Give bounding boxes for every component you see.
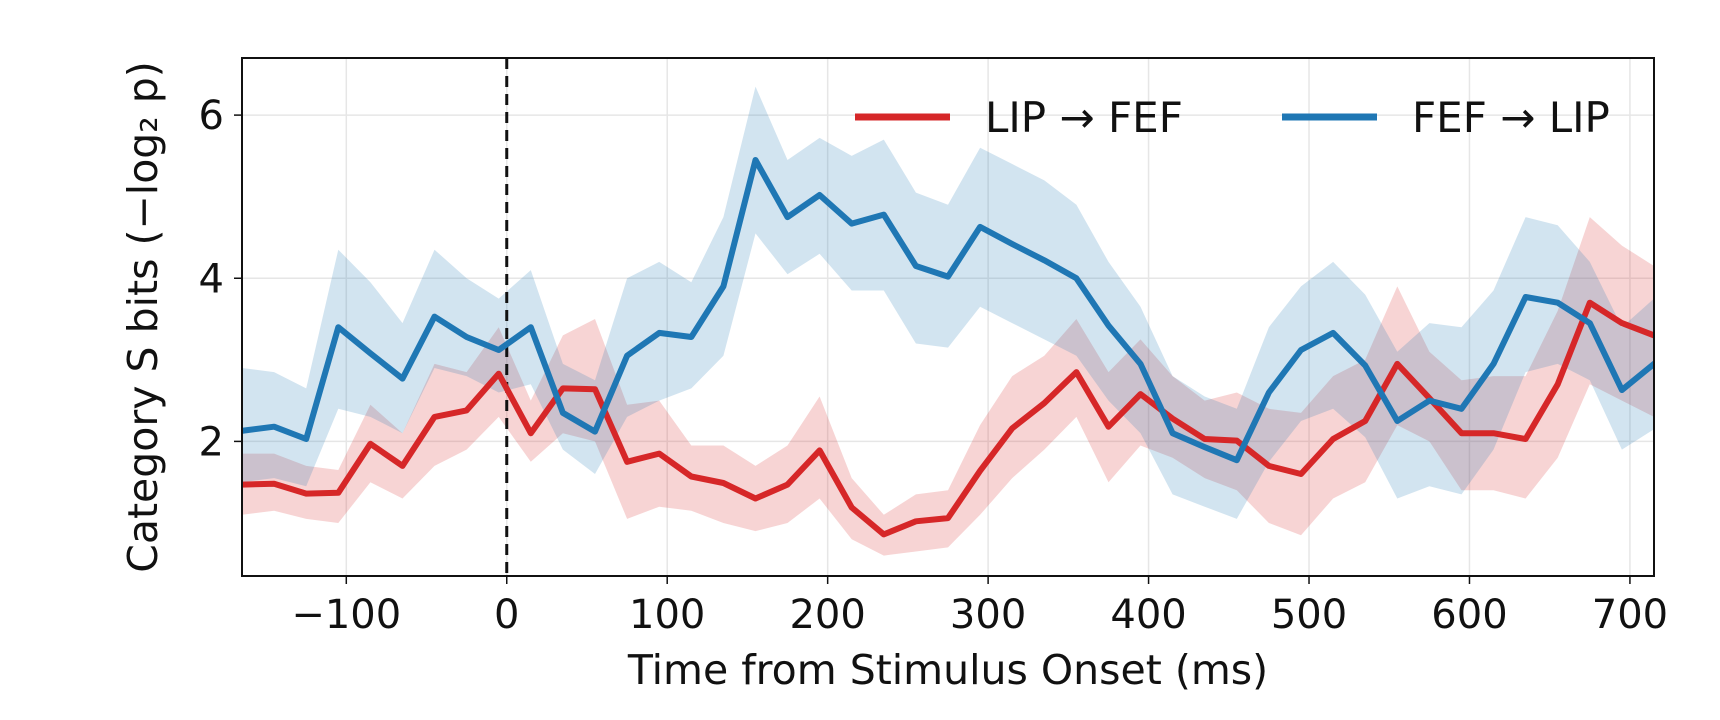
x-tick-label: 600 — [1431, 592, 1507, 638]
plot-frame — [241, 57, 1655, 577]
y-axis-ticks: 2 4 6 — [199, 93, 242, 465]
x-tick-label: −100 — [291, 592, 401, 638]
x-tick-label: 0 — [494, 592, 519, 638]
x-tick-label: 300 — [950, 592, 1026, 638]
series-lines — [242, 157, 1654, 538]
grid-lines — [242, 58, 1654, 576]
fef-lip-band — [242, 86, 1654, 519]
legend: LIP → FEF FEF → LIP — [855, 93, 1610, 142]
y-tick-label: 4 — [199, 256, 224, 302]
x-tick-label: 200 — [789, 592, 865, 638]
x-tick-label: 500 — [1271, 592, 1347, 638]
x-tick-label: 100 — [629, 592, 705, 638]
x-tick-label: 400 — [1110, 592, 1186, 638]
y-axis-label: Category S bits (−log₂ p) — [119, 61, 167, 573]
lip-fef-line — [242, 299, 1654, 538]
y-tick-label: 2 — [199, 419, 224, 465]
fef-lip-legend-label: FEF → LIP — [1412, 93, 1610, 142]
confidence-bands — [242, 86, 1654, 556]
x-tick-label: 700 — [1592, 592, 1668, 638]
x-axis-ticks: −100 0 100 200 300 400 500 600 700 — [291, 576, 1668, 638]
y-tick-label: 6 — [199, 93, 224, 139]
lip-fef-legend-label: LIP → FEF — [985, 93, 1183, 142]
fef-lip-line — [242, 157, 1654, 464]
x-axis-label: Time from Stimulus Onset (ms) — [627, 646, 1268, 694]
